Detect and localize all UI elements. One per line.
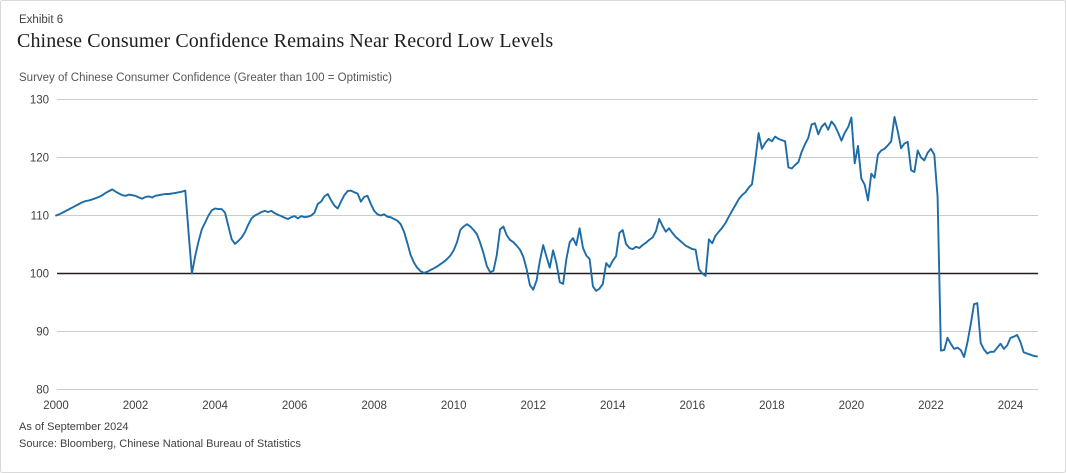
x-axis-tick-label: 2008 bbox=[361, 400, 387, 412]
x-axis-tick-label: 2014 bbox=[600, 400, 626, 412]
y-axis-tick-label: 100 bbox=[30, 269, 49, 281]
x-axis-tick-label: 2016 bbox=[680, 400, 706, 412]
chart-subtitle: Survey of Chinese Consumer Confidence (G… bbox=[19, 72, 392, 84]
x-axis-tick-label: 2022 bbox=[918, 400, 944, 412]
exhibit-label: Exhibit 6 bbox=[19, 14, 64, 26]
page-title: Chinese Consumer Confidence Remains Near… bbox=[17, 30, 554, 52]
x-axis-tick-label: 2004 bbox=[202, 400, 228, 412]
x-axis-tick-label: 2018 bbox=[759, 400, 785, 412]
x-axis-tick-label: 2012 bbox=[520, 400, 546, 412]
y-axis-tick-label: 90 bbox=[36, 327, 49, 339]
x-axis-tick-label: 2006 bbox=[282, 400, 308, 412]
source-note: Source: Bloomberg, Chinese National Bure… bbox=[19, 438, 301, 450]
confidence-series-line bbox=[55, 115, 1038, 358]
y-axis-tick-label: 130 bbox=[30, 95, 49, 107]
x-axis-tick-label: 2020 bbox=[839, 400, 865, 412]
y-axis-tick-label: 110 bbox=[31, 211, 49, 223]
x-axis-tick-label: 2000 bbox=[43, 400, 69, 412]
x-axis-tick-label: 2024 bbox=[998, 400, 1024, 412]
y-axis-tick-label: 120 bbox=[30, 153, 49, 165]
x-axis-tick-label: 2002 bbox=[123, 400, 149, 412]
as-of-note: As of September 2024 bbox=[19, 421, 129, 433]
x-axis-tick-label: 2010 bbox=[441, 400, 467, 412]
y-axis-tick-label: 80 bbox=[36, 385, 49, 397]
